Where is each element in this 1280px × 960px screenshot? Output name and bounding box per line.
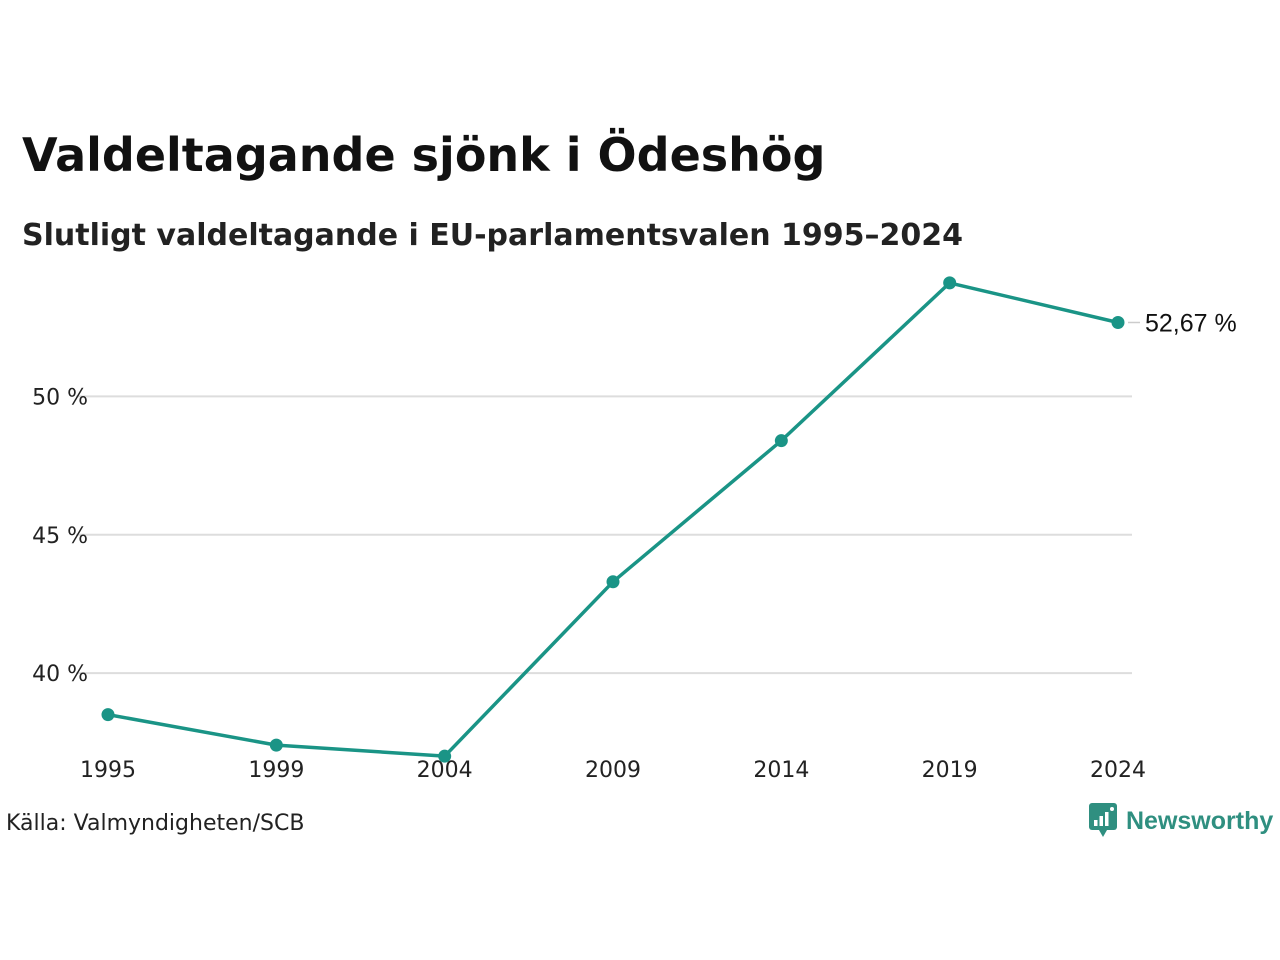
data-point — [1111, 315, 1125, 329]
brand-name: Newsworthy — [1126, 806, 1274, 835]
y-tick-label: 45 % — [32, 524, 88, 549]
chart-title: Valdeltagande sjönk i Ödeshög — [22, 128, 826, 182]
data-point — [438, 749, 452, 763]
series — [101, 276, 1125, 763]
x-tick-label: 2019 — [922, 758, 978, 783]
data-point — [606, 575, 620, 589]
x-tick-label: 2024 — [1090, 758, 1146, 783]
x-tick-label: 2009 — [585, 758, 641, 783]
chart-subtitle: Slutligt valdeltagande i EU-parlamentsva… — [22, 218, 963, 253]
data-labels: 52,67 % — [1128, 309, 1237, 337]
data-point — [943, 276, 957, 290]
brand-logo: Newsworthy — [1088, 802, 1273, 840]
y-axis-ticks: 40 % 45 % 50 % — [32, 385, 88, 687]
gridlines — [76, 395, 1132, 675]
end-value-label: 52,67 % — [1145, 309, 1237, 337]
data-point — [269, 738, 283, 752]
data-point — [774, 434, 788, 448]
series-line — [106, 281, 1120, 758]
y-tick-label: 40 % — [32, 662, 88, 687]
data-point — [101, 708, 115, 722]
x-axis-ticks: 1995 1999 2004 2009 2014 2019 2024 — [80, 758, 1146, 783]
newsworthy-logo-icon — [1088, 800, 1118, 842]
x-tick-label: 2014 — [753, 758, 809, 783]
x-tick-label: 1999 — [248, 758, 304, 783]
y-tick-label: 50 % — [32, 385, 88, 410]
x-tick-label: 1995 — [80, 758, 136, 783]
source-note: Källa: Valmyndigheten/SCB — [6, 811, 305, 836]
